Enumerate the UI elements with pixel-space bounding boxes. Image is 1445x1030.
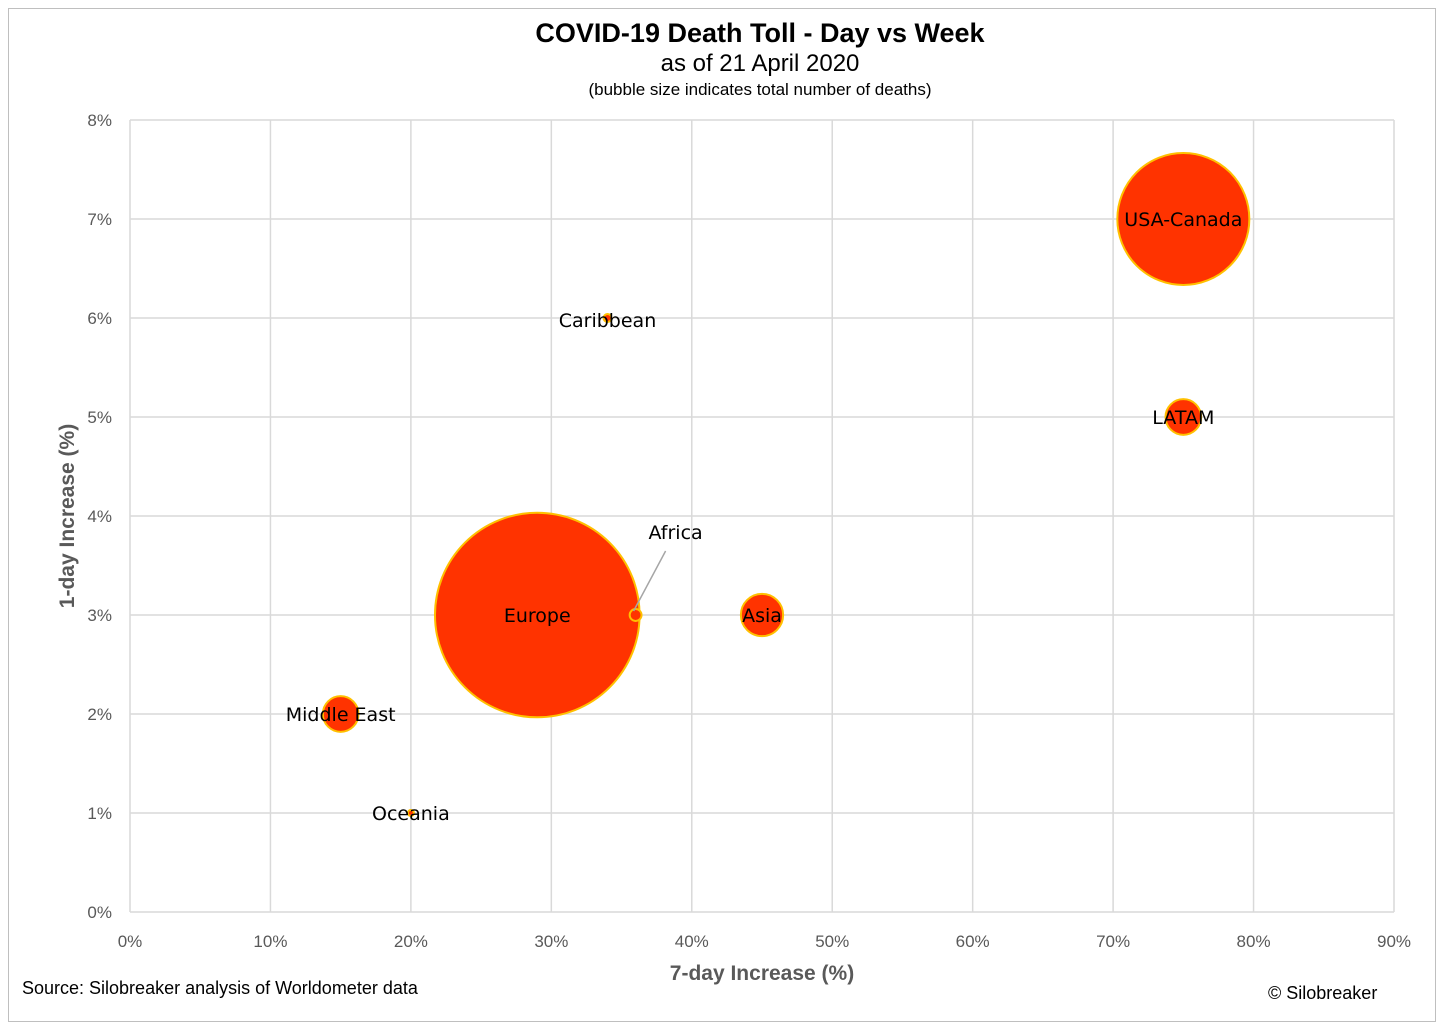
- y-tick-label: 7%: [87, 210, 112, 229]
- y-tick-label: 5%: [87, 408, 112, 427]
- x-tick-label: 20%: [394, 932, 428, 951]
- bubble-label-europe: Europe: [504, 605, 571, 627]
- bubble-usa-canada: [1116, 152, 1251, 286]
- y-tick-label: 0%: [87, 903, 112, 922]
- bubble-africa: [628, 608, 643, 622]
- bubble-label-oceania: Oceania: [372, 803, 450, 825]
- y-tick-label: 4%: [87, 507, 112, 526]
- bubble-label-asia: Asia: [742, 605, 782, 627]
- x-tick-label: 50%: [815, 932, 849, 951]
- bubble-label-africa: Africa: [648, 522, 702, 544]
- x-tick-label: 30%: [534, 932, 568, 951]
- x-tick-label: 40%: [675, 932, 709, 951]
- source-note: Source: Silobreaker analysis of Worldome…: [22, 978, 418, 998]
- bubble-label-caribbean: Caribbean: [559, 310, 657, 332]
- x-tick-label: 80%: [1237, 932, 1271, 951]
- y-tick-label: 8%: [87, 111, 112, 130]
- bubble-label-usa-canada: USA-Canada: [1124, 209, 1242, 231]
- chart-subtitle: as of 21 April 2020: [660, 50, 860, 77]
- bubble-asia: [739, 592, 785, 638]
- africa-leader-line: [632, 550, 667, 612]
- y-tick-label: 3%: [87, 606, 112, 625]
- y-tick-label: 1%: [87, 804, 112, 823]
- x-tick-label: 90%: [1377, 932, 1411, 951]
- chart-title: COVID-19 Death Toll - Day vs Week: [535, 18, 985, 48]
- bubble-oceania: [406, 809, 415, 817]
- y-axis-title: 1-day Increase (%): [56, 424, 79, 608]
- chart-note: (bubble size indicates total number of d…: [588, 80, 932, 99]
- x-tick-label: 10%: [253, 932, 287, 951]
- bubble-middle-east: [321, 695, 360, 733]
- y-tick-label: 2%: [87, 705, 112, 724]
- x-tick-label: 0%: [118, 932, 143, 951]
- bubble-latam: [1164, 398, 1203, 436]
- x-tick-label: 60%: [956, 932, 990, 951]
- copyright-note: © Silobreaker: [1268, 983, 1378, 1003]
- bubble-label-middle-east: Middle East: [286, 704, 396, 726]
- x-axis-title: 7-day Increase (%): [670, 962, 854, 985]
- y-tick-label: 6%: [87, 309, 112, 328]
- bubble-label-latam: LATAM: [1152, 407, 1214, 429]
- x-tick-label: 70%: [1096, 932, 1130, 951]
- bubble-caribbean: [602, 313, 613, 323]
